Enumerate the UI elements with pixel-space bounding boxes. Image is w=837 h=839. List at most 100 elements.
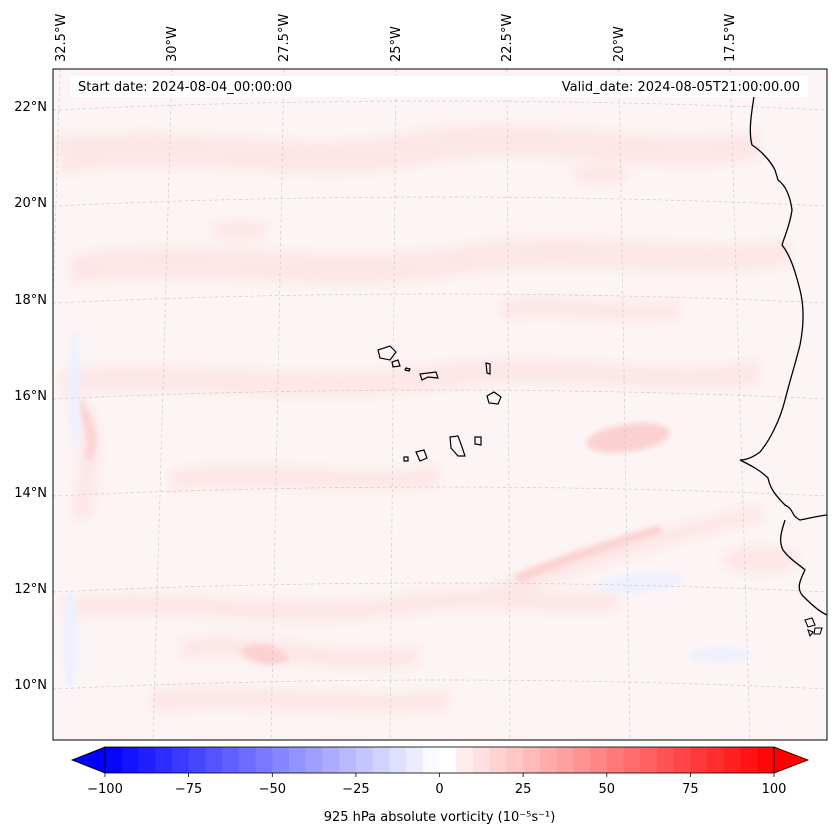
colorbar-cell (288, 747, 307, 773)
colorbar-tick-label: 50 (599, 782, 616, 797)
colorbar-cell (707, 747, 725, 773)
colorbar-cell (439, 747, 457, 773)
colorbar-cell (138, 747, 156, 773)
vorticity-band (170, 465, 440, 492)
colorbar-tick-label: 75 (682, 782, 699, 797)
vorticity-blob (53, 133, 130, 157)
colorbar-tick-label: 100 (762, 782, 787, 797)
strong-vorticity-patches (76, 400, 670, 665)
vorticity-band (60, 124, 760, 175)
vorticity-band (150, 687, 450, 714)
colorbar-cells (105, 747, 775, 773)
colorbar-cell (389, 747, 407, 773)
vorticity-blob (210, 220, 270, 240)
vorticity-streak (76, 400, 96, 460)
cape-verde-island-maio (474, 436, 482, 446)
gridline-lat (53, 100, 827, 111)
colorbar-cell (339, 747, 357, 773)
cape-verde-island-boa-vista (486, 391, 502, 405)
colorbar-tick-label: −50 (259, 782, 286, 797)
negative-vorticity-blob (595, 572, 685, 594)
colorbar-tick-label: −75 (175, 782, 202, 797)
colorbar-cell (155, 747, 173, 773)
gridline-lon (389, 69, 397, 740)
colorbar-cell (623, 747, 641, 773)
colorbar-cell (556, 747, 574, 773)
colorbar-cell (322, 747, 340, 773)
start-date-text: Start date: 2024-08-04_00:00:00 (78, 80, 292, 95)
colorbar-label: 925 hPa absolute vorticity (10⁻⁵s⁻¹) (324, 810, 556, 825)
colorbar-cell (539, 747, 557, 773)
lon-label: 32.5°W (54, 14, 69, 62)
gridline-lat (53, 196, 827, 207)
gridline-lat (53, 582, 827, 593)
lat-label: 14°N (14, 486, 47, 501)
vorticity-streak (515, 525, 662, 583)
negative-vorticity-patches (62, 330, 750, 690)
vorticity-blob (720, 546, 800, 574)
gridline-lat (53, 389, 827, 400)
gridline-lat (53, 293, 827, 304)
lat-label: 10°N (14, 678, 47, 693)
date-strip-background (70, 76, 808, 97)
colorbar-cell (656, 747, 675, 773)
cape-verde-island-sao-vicente (391, 359, 401, 368)
colorbar-cell (372, 747, 390, 773)
colorbar-cell (740, 747, 758, 773)
colorbar-cell (690, 747, 708, 773)
negative-vorticity-blob (68, 330, 80, 450)
colorbar-cell (305, 747, 323, 773)
cape-verde-island-sao-nicolau (419, 371, 439, 381)
colorbar-cell (238, 747, 256, 773)
senegal-gambia-coast (779, 519, 827, 616)
colorbar-cell (590, 747, 608, 773)
colorbar-cell (673, 747, 691, 773)
vorticity-band (180, 636, 420, 670)
positive-vorticity-patches (53, 124, 800, 714)
gridline-lon (618, 69, 631, 740)
gridline-lon (729, 69, 751, 740)
colorbar-tick-label: 25 (515, 782, 532, 797)
gridline-lon (152, 69, 173, 740)
colorbar-tick-label: −100 (87, 782, 123, 797)
colorbar-cell (355, 747, 374, 773)
cape-verde-island-fogo (415, 449, 428, 462)
vorticity-maximum (586, 422, 670, 454)
cape-verde-island-santiago (449, 435, 466, 457)
gridline-lat (53, 486, 827, 497)
colorbar-cell (188, 747, 206, 773)
colorbar-cell (723, 747, 741, 773)
lat-label: 12°N (14, 582, 47, 597)
lon-label: 27.5°W (277, 14, 292, 62)
lon-label: 25°W (389, 26, 404, 62)
colorbar-ticks (104, 773, 775, 777)
vorticity-band (480, 505, 765, 608)
vorticity-band (60, 358, 760, 398)
colorbar-tick-label: −25 (342, 782, 369, 797)
colorbar-cell (757, 747, 775, 773)
lon-label: 17.5°W (723, 14, 738, 62)
lon-label: 30°W (165, 26, 180, 62)
colorbar-cell (506, 747, 524, 773)
negative-vorticity-blob (62, 590, 78, 690)
gridline-lon (506, 69, 511, 740)
colorbar-extend-max (773, 746, 810, 774)
vorticity-streak (240, 644, 290, 665)
map-frame (52, 68, 828, 741)
colorbar-cell (222, 747, 240, 773)
lat-label: 22°N (14, 100, 47, 115)
colorbar-cell (472, 747, 491, 773)
lon-label: 22.5°W (500, 14, 515, 62)
colorbar-cell (121, 747, 139, 773)
africa-coastline (739, 89, 827, 521)
colorbar-cell (456, 747, 474, 773)
colorbar-cell (406, 747, 424, 773)
vorticity-band (60, 589, 620, 622)
colorbar-cell (255, 747, 273, 773)
cape-verde-island-santa-luzia (404, 367, 411, 372)
vorticity-band (500, 297, 680, 322)
colorbar-cell (272, 747, 290, 773)
lat-label: 18°N (14, 293, 47, 308)
colorbar-cell (489, 747, 507, 773)
